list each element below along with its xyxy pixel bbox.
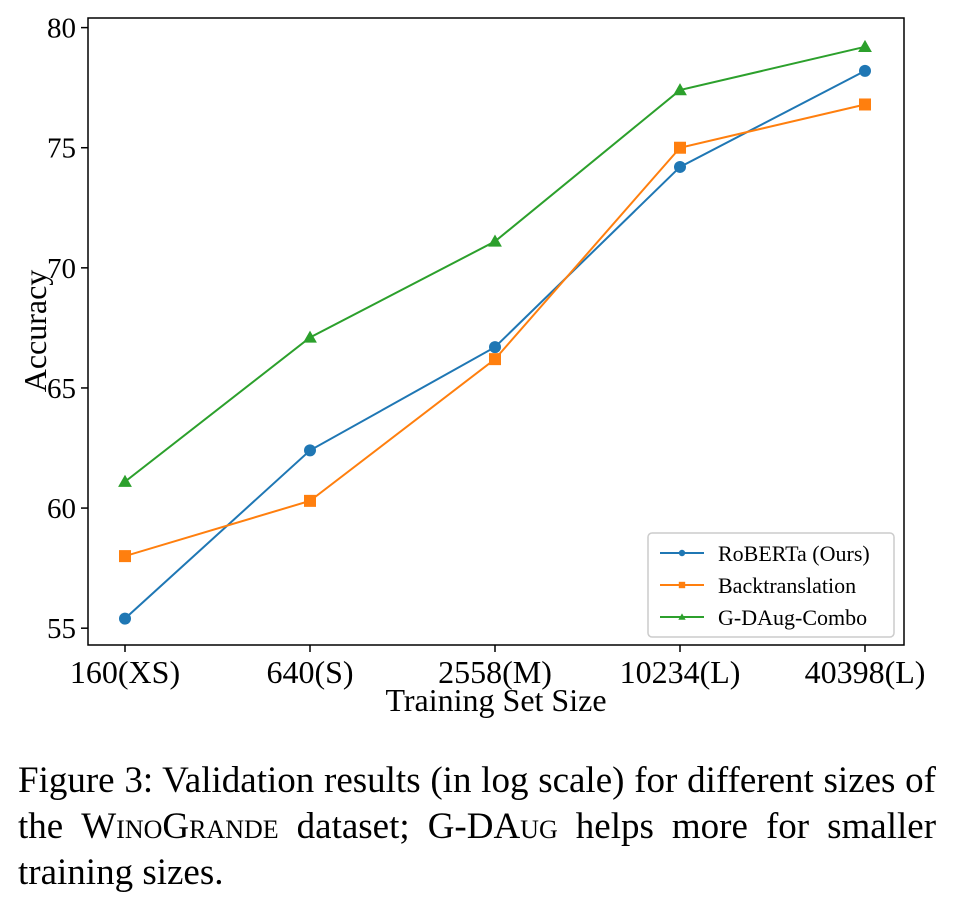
x-tick-label: 10234(L): [620, 654, 741, 690]
legend: RoBERTa (Ours) Backtranslation G-DAug-Comb…: [647, 532, 895, 638]
y-tick-label: 70: [47, 253, 76, 285]
data-point: [859, 98, 871, 111]
data-point: [859, 64, 871, 77]
data-point: [304, 444, 316, 457]
series-line: [124, 45, 866, 483]
data-point: [489, 341, 501, 354]
y-axis-ticks: 55 60 65 70 75 80: [47, 13, 88, 645]
series-1: [119, 98, 871, 563]
data-point: [858, 39, 872, 53]
x-axis-ticks: 160(XS) 640(S) 2558(M) 10234(L) 40398(L): [70, 645, 926, 690]
caption-suffix: helps more for smaller training sizes.: [18, 806, 937, 893]
legend-marker: [678, 581, 686, 589]
series-group: [118, 39, 872, 625]
data-point: [304, 494, 316, 507]
x-axis-label: Training Set Size: [385, 682, 606, 718]
data-point: [118, 474, 132, 487]
x-tick-label: 40398(L): [805, 654, 926, 690]
data-point: [119, 550, 131, 563]
data-point: [674, 141, 686, 154]
data-point: [488, 234, 502, 247]
x-tick-label: 2558(M): [438, 654, 552, 690]
data-point: [119, 612, 131, 625]
caption-method-name: G-DAug: [427, 806, 558, 847]
series-line: [124, 103, 866, 558]
legend-label: Backtranslation: [718, 573, 856, 598]
x-tick-label: 160(XS): [70, 654, 180, 690]
data-point: [673, 83, 687, 96]
y-axis-label: Accuracy: [17, 270, 53, 393]
caption-middle: dataset;: [278, 806, 428, 847]
data-point: [303, 330, 317, 343]
data-point: [674, 160, 686, 173]
figure-caption: Figure 3: Validation results (in log sca…: [18, 758, 936, 896]
series-0: [119, 64, 871, 625]
y-tick-label: 60: [47, 493, 76, 525]
legend-marker: [678, 613, 686, 620]
line-chart: 55 60 65 70 75 80 160(XS) 640(S) 2558(M) 10234(L…: [17, 13, 926, 718]
y-tick-label: 75: [47, 133, 76, 165]
x-tick-label: 640(S): [266, 654, 353, 690]
caption-dataset-name: WinoGrande: [81, 806, 279, 847]
plot-area-frame: [87, 17, 905, 646]
y-tick-label: 80: [47, 13, 76, 45]
data-point: [489, 353, 501, 366]
legend-marker: [678, 549, 686, 557]
legend-label: G-DAug-Combo: [718, 605, 867, 630]
y-tick-label: 65: [47, 373, 76, 405]
legend-box: [647, 532, 895, 638]
caption-prefix: Figure 3: Validation results (in log sca…: [18, 760, 936, 847]
y-tick-label: 55: [47, 613, 76, 645]
legend-label: RoBERTa (Ours): [718, 541, 870, 566]
series-2: [118, 39, 872, 487]
